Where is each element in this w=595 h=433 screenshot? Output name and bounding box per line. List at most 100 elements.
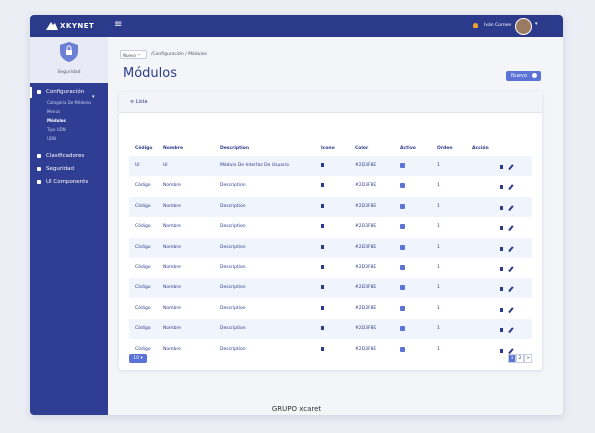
menu-icon [37,180,41,184]
cell: Description [220,326,246,332]
row-stripe [129,319,532,340]
checkbox[interactable] [400,183,405,189]
cell: Nombre [163,265,181,270]
column-header: Icono [321,146,335,151]
brand: XKYNET [60,22,95,30]
cell: Nombre [163,203,181,209]
cell: 1 [437,163,440,168]
cell: 1 [437,183,440,189]
delete-icon[interactable] [500,287,503,292]
cell: Código [135,224,151,230]
cell: Nombre [163,183,181,189]
column-header: Acción [472,146,489,151]
page-button[interactable]: 2 [516,354,524,363]
checkbox[interactable] [400,265,405,270]
checkbox[interactable] [400,326,405,332]
notification-icon[interactable] [473,23,478,28]
logo [46,22,58,30]
page-title: Módulos [123,66,177,81]
checkbox[interactable] [400,244,405,250]
cell: Nombre [163,285,181,291]
edit-icon[interactable] [508,307,514,313]
cell-icon [321,265,324,269]
cell: Description [220,183,246,189]
menu-item[interactable]: UI Components [46,179,89,185]
page-button[interactable]: > [524,354,532,363]
panel-title: ≡ Lista [130,99,148,105]
row-stripe [129,196,532,217]
delete-icon[interactable] [500,165,503,169]
checkbox[interactable] [400,346,405,352]
cell: 1 [437,305,440,311]
menu-active [30,87,32,98]
submenu-item[interactable]: Categoría De Módulos [47,100,92,105]
menu-item[interactable]: Clasificadores [46,153,85,159]
user-caret[interactable]: ▾ [535,21,538,27]
menu-item[interactable]: Configuración [46,89,85,95]
checkbox[interactable] [400,163,405,168]
page-size-value: 10 [133,356,140,361]
menu-toggle[interactable]: ≡ [114,19,123,30]
row-stripe [129,278,532,299]
cell: Nombre [163,305,181,311]
submenu-item[interactable]: UDN [47,136,56,141]
cell-icon [321,285,324,290]
column-header: Código [135,146,153,151]
user-name[interactable]: Iván Cornee [484,23,512,28]
edit-icon[interactable] [508,225,514,231]
cell: Nombre [163,244,181,250]
checkbox[interactable] [400,203,405,209]
select[interactable]: Nuevo ⌃ [120,50,147,59]
delete-icon[interactable] [500,328,503,333]
edit-icon[interactable] [508,266,514,272]
menu-icon [37,154,41,158]
new-button[interactable]: Nuevo [506,71,541,81]
cell: 1 [437,244,440,250]
cell: Código [135,285,151,291]
delete-icon[interactable] [500,307,503,312]
delete-icon[interactable] [500,185,503,190]
submenu-item[interactable]: Tipo UDN [47,127,66,132]
delete-icon[interactable] [500,267,503,271]
edit-icon[interactable] [508,347,514,354]
cell: Description [220,305,246,311]
submenu-item[interactable]: Módulos [47,118,66,123]
cell: 1 [437,265,440,270]
page-button[interactable]: 1 [508,354,516,363]
cell: Código [135,265,151,270]
page-size[interactable]: 10 ▾ [129,354,147,363]
cell: #2D3F8E [355,346,377,352]
delete-icon[interactable] [500,348,503,353]
cell: Código [135,183,151,189]
cell: Description [220,346,246,352]
checkbox[interactable] [400,285,405,291]
checkbox[interactable] [400,224,405,230]
cell: Módulo De Interfaz De Usuario [220,163,289,168]
cell-icon [321,326,324,331]
delete-icon[interactable] [500,246,503,251]
cell: #2D3F8E [355,203,377,209]
edit-icon[interactable] [508,184,514,191]
top-bar: XKYNET ≡ Iván Cornee ▾ [30,15,563,37]
checkbox[interactable] [400,305,405,311]
menu-item[interactable]: Seguridad [46,166,74,172]
cell: Código [135,244,151,250]
menu-caret[interactable]: ▾ [92,94,95,100]
panel-title-text: Lista [135,99,148,105]
cell: 1 [437,224,440,230]
footer-brand: GRUPO xcaret [271,405,322,413]
cell-icon [321,163,324,167]
delete-icon[interactable] [500,226,503,231]
cell-icon [321,305,324,310]
cell: Nombre [163,224,181,230]
cell: Código [135,305,151,311]
cell: Description [220,265,246,270]
submenu-item[interactable]: Menús [47,109,61,114]
avatar[interactable] [515,18,532,35]
cell: UI [135,163,140,168]
delete-icon[interactable] [500,205,503,210]
menu-icon [37,90,41,94]
cell: UI [163,163,168,168]
cell: Description [220,203,246,209]
cell: #2D3F8E [355,285,377,291]
